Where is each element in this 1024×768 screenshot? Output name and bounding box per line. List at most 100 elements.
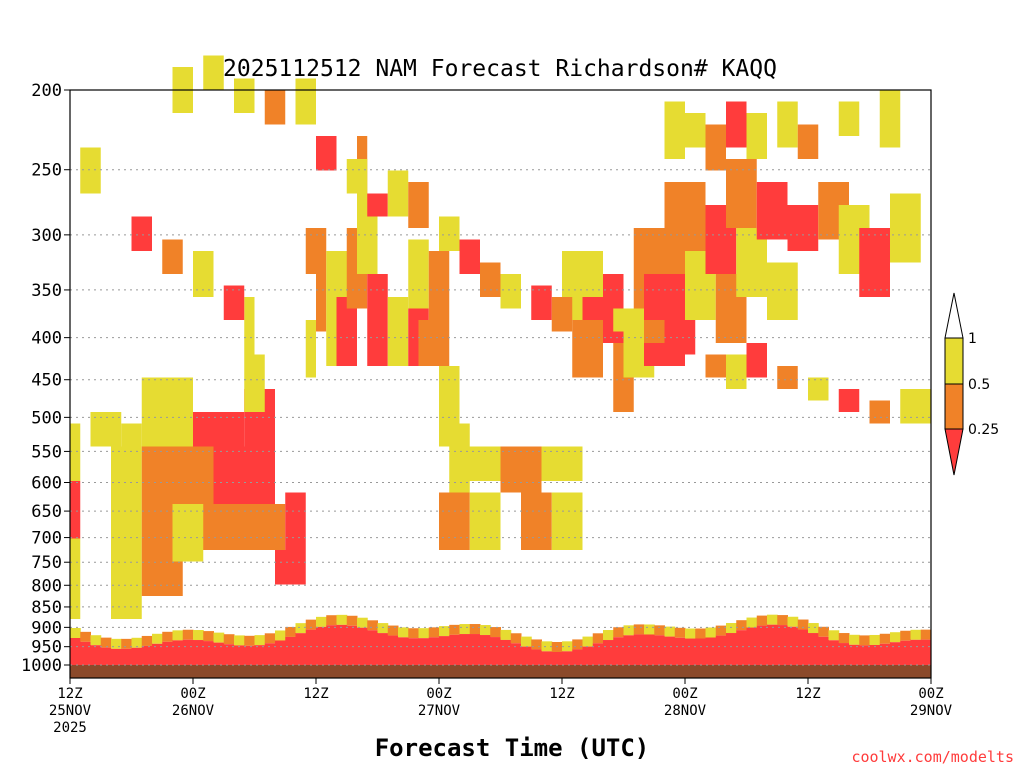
heatmap-cell: [367, 274, 388, 366]
y-tick-label: 350: [31, 281, 62, 301]
heatmap-cell: [818, 636, 829, 665]
heatmap-cell: [879, 90, 901, 148]
heatmap-cell: [459, 624, 471, 635]
heatmap-cell: [234, 645, 245, 665]
heatmap-cell: [439, 216, 460, 251]
heatmap-cell: [500, 274, 521, 309]
x-tick-label: 26NOV: [172, 703, 215, 719]
legend-swatch: [944, 337, 964, 385]
heatmap-cell: [777, 615, 788, 626]
heatmap-cell: [223, 634, 235, 645]
x-tick-label: 25NOV: [49, 703, 92, 719]
heatmap-cell: [203, 631, 214, 642]
heatmap-cell: [879, 633, 891, 644]
heatmap-cell: [131, 647, 143, 665]
legend-swatch: [944, 292, 964, 339]
heatmap-cell: [70, 638, 81, 665]
heatmap-cell: [439, 492, 470, 550]
heatmap-cell: [131, 637, 143, 648]
heatmap-cell: [500, 446, 542, 493]
heatmap-cell: [387, 297, 409, 366]
heatmap-cell: [377, 623, 389, 634]
heatmap-cell: [838, 389, 860, 412]
y-axis: 200 250 300 350 400 450 500 550 600 650 700 750 8008…: [21, 81, 70, 676]
heatmap-cell: [459, 634, 471, 665]
heatmap-cell: [203, 504, 286, 550]
heatmap-cell: [316, 136, 337, 171]
heatmap-cell: [890, 632, 901, 643]
heatmap-cell: [398, 637, 409, 665]
heatmap-cell: [818, 626, 829, 637]
heatmap-cell: [767, 262, 798, 320]
y-tick-label: 450: [31, 371, 62, 391]
heatmap-cell: [869, 644, 881, 665]
heatmap-cell: [141, 645, 153, 665]
x-tick-label: 2025: [53, 720, 87, 736]
heatmap-cell: [562, 651, 573, 665]
heatmap-cell: [182, 629, 194, 640]
y-tick-label: 700: [31, 529, 62, 549]
heatmap-cell: [490, 637, 501, 665]
heatmap-cell: [223, 285, 245, 320]
heatmap-cell: [715, 635, 727, 665]
heatmap-cell: [305, 619, 317, 630]
heatmap-cell: [80, 631, 91, 642]
heatmap-cell: [305, 320, 316, 378]
heatmap-cell: [469, 634, 481, 665]
heatmap-cell: [408, 239, 429, 309]
y-tick-label: 650: [31, 502, 62, 522]
heatmap-cell: [664, 636, 676, 665]
x-tick-label: 00Z: [672, 686, 697, 702]
heatmap-cell: [70, 423, 81, 481]
heatmap-cell: [592, 643, 604, 665]
heatmap-cell: [633, 634, 645, 665]
heatmap-cell: [439, 636, 450, 665]
heatmap-cell: [900, 640, 911, 665]
heatmap-cell: [398, 627, 409, 638]
heatmap-cell: [285, 626, 296, 637]
heatmap-cell: [910, 629, 922, 640]
heatmap-cell: [797, 124, 819, 159]
x-tick-label: 28NOV: [664, 703, 707, 719]
heatmap-cell: [920, 629, 932, 640]
y-tick-label: 600: [31, 473, 62, 493]
credit-text: coolwx.com/modelts: [851, 748, 1014, 766]
heatmap-cell: [213, 642, 225, 665]
heatmap-cell: [285, 636, 296, 665]
heatmap-cell: [736, 630, 747, 665]
color-legend: 1 0.5 0.25: [944, 292, 999, 476]
heatmap-cell: [264, 90, 286, 125]
heatmap-cell: [70, 628, 81, 638]
heatmap-cell: [203, 641, 214, 665]
heatmap-cell: [869, 400, 890, 424]
heatmap-cell: [521, 636, 532, 647]
heatmap-cell: [367, 620, 378, 631]
heatmap-cell: [685, 113, 706, 148]
heatmap-cell: [900, 630, 911, 641]
heatmap-cell: [767, 614, 778, 625]
heatmap-cell: [715, 625, 727, 636]
heatmap-cell: [531, 639, 542, 650]
heatmap-cell: [613, 637, 624, 665]
heatmap-cell: [367, 630, 378, 665]
x-tick-label: 00Z: [180, 686, 205, 702]
heatmap-cell: [387, 170, 409, 217]
heatmap-cell: [244, 645, 255, 665]
y-tick-label: 800: [31, 576, 62, 596]
heatmap-cell: [162, 641, 173, 665]
y-tick-label: 500: [31, 408, 62, 428]
heatmap-cell: [408, 182, 429, 228]
heatmap-cell: [121, 423, 142, 447]
heatmap-cell: [644, 320, 665, 343]
heatmap-cell: [193, 630, 204, 641]
heatmap-cell: [572, 649, 583, 665]
heatmap-cell: [100, 647, 112, 665]
heatmap-cell: [80, 641, 91, 665]
y-tick-label: 400: [31, 329, 62, 349]
x-axis-label: Forecast Time (UTC): [375, 734, 650, 762]
heatmap-cell: [838, 643, 850, 665]
heatmap-cell: [541, 446, 583, 481]
heatmap-cell: [336, 624, 348, 665]
heatmap-cell: [572, 639, 583, 650]
heatmap-cell: [480, 625, 491, 636]
